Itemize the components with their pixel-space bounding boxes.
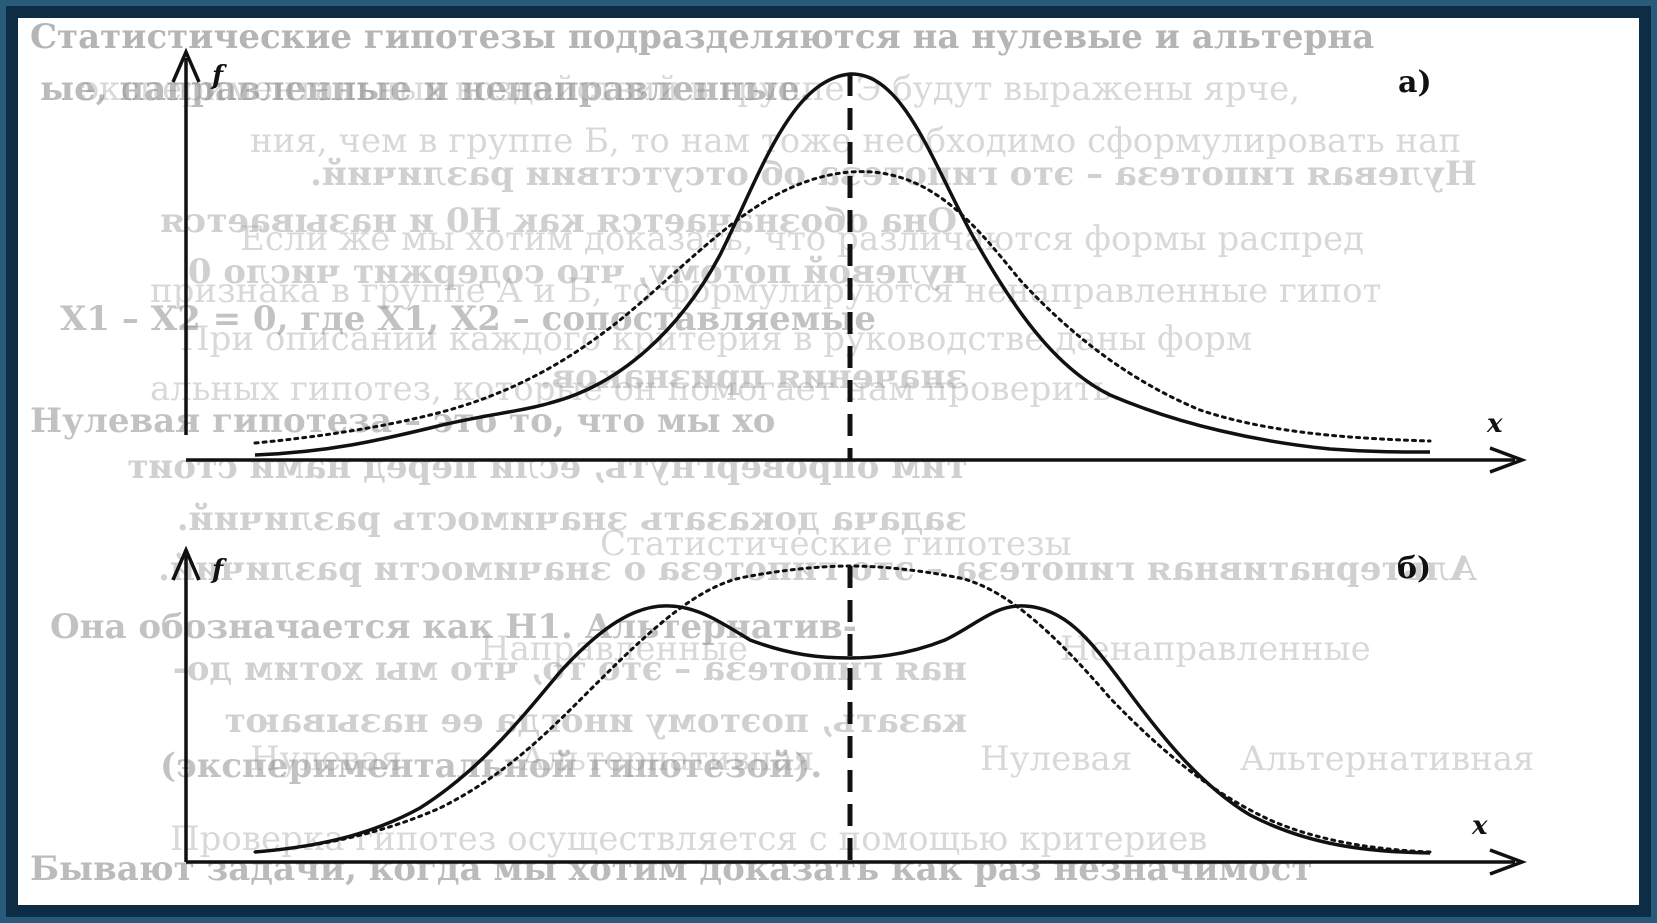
svg-text:При описании каждого критерия: При описании каждого критерия в руководс… — [180, 319, 1252, 359]
svg-text:Бывают задачи, когда мы хотим: Бывают задачи, когда мы хотим доказать к… — [30, 849, 1313, 889]
panel-b-solid-curve — [254, 604, 1431, 855]
svg-text:Ненаправленные: Ненаправленные — [1060, 629, 1371, 669]
svg-text:Альтернативная: Альтернативная — [520, 739, 814, 779]
svg-text:Направленные: Направленные — [480, 629, 748, 669]
panel-b-y-arrowhead — [171, 545, 201, 581]
svg-text:Статистические гипотезы подраз: Статистические гипотезы подразделяются н… — [30, 17, 1374, 57]
svg-text:ная гипотеза – это то, что мы: ная гипотеза – это то, что мы хотим до- — [173, 649, 967, 689]
panel-a-dotted-curve — [253, 170, 1432, 445]
svg-text:Нулевая: Нулевая — [250, 739, 402, 779]
panel-b-x-arrowhead — [1489, 848, 1527, 876]
svg-text:нулевой потому, что содержит ч: нулевой потому, что содержит число 0 — [188, 252, 967, 292]
svg-text:казать, поэтому иногда ее назы: казать, поэтому иногда ее называют — [224, 701, 967, 741]
panel-a-x-label: x — [1486, 409, 1503, 439]
svg-text:ые, направленные и ненаправлен: ые, направленные и ненаправленные. — [40, 69, 811, 109]
panel-a-solid-curve — [254, 72, 1431, 457]
svg-text:Альтернативная: Альтернативная — [1240, 739, 1534, 779]
panel-b-y-label: f — [210, 555, 227, 585]
panel-a-y-label: f — [210, 61, 227, 91]
panel-b-x-label: x — [1471, 811, 1488, 841]
panel-a: f x а) — [171, 47, 1527, 474]
panel-b-label: б) — [1397, 551, 1431, 586]
svg-text:X1 – X2 = 0, где X1, X2 – сопо: X1 – X2 = 0, где X1, X2 – сопоставляемые — [60, 299, 876, 339]
svg-text:Альтернативная гипотеза – это: Альтернативная гипотеза – это гипотеза о… — [158, 549, 1477, 589]
panel-a-x-arrowhead — [1489, 446, 1527, 474]
svg-text:альных гипотез, которые он пом: альных гипотез, которые он помогает нам … — [150, 369, 1122, 409]
svg-text:ния, чем в группе Б, то нам то: ния, чем в группе Б, то нам тоже необход… — [250, 121, 1461, 161]
panel-a-label: а) — [1398, 65, 1432, 100]
panel-a-y-arrowhead — [171, 47, 201, 83]
svg-text:тим опровергнуть, если перед н: тим опровергнуть, если перед нами стоит — [127, 447, 967, 487]
svg-text:Статистические гипотезы: Статистические гипотезы — [600, 524, 1072, 564]
svg-text:задача доказать значимость раз: задача доказать значимость различий. — [177, 499, 967, 539]
svg-text:экспериментальных воздействий: экспериментальных воздействий в группе Э… — [80, 69, 1300, 109]
panel-b-dotted-curve — [253, 564, 1432, 854]
svg-text:Нулевая: Нулевая — [980, 739, 1132, 779]
bleed-through-texture: Нулевая гипотеза – это гипотеза об отсут… — [80, 69, 1534, 859]
svg-text:признака в группе А и Б, то фо: признака в группе А и Б, то формулируютс… — [150, 271, 1381, 311]
svg-text:Если же мы хотим доказать, что: Если же мы хотим доказать, что различают… — [240, 219, 1364, 259]
svg-text:Она обозначается как H0 и назы: Она обозначается как H0 и называется — [160, 201, 957, 241]
panel-b: f x б) — [171, 545, 1527, 876]
svg-text:Она обозначается как H1. Альте: Она обозначается как H1. Альтернатив- — [50, 607, 857, 647]
